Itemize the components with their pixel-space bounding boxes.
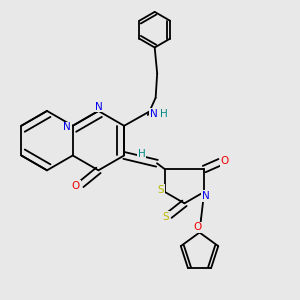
Text: O: O bbox=[220, 156, 229, 166]
Text: N: N bbox=[202, 191, 209, 201]
Text: S: S bbox=[162, 212, 169, 222]
Text: N: N bbox=[150, 109, 157, 119]
Text: S: S bbox=[158, 185, 164, 195]
Text: H: H bbox=[160, 109, 168, 119]
Text: O: O bbox=[71, 181, 80, 190]
Text: O: O bbox=[194, 223, 202, 232]
Text: N: N bbox=[63, 122, 71, 132]
Text: N: N bbox=[94, 102, 102, 112]
Text: H: H bbox=[138, 149, 146, 159]
